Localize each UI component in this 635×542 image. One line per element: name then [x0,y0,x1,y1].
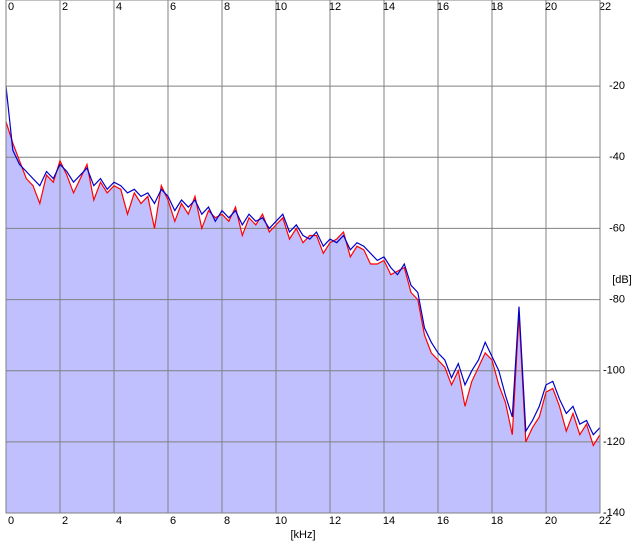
y-tick-label: -140 [603,507,625,519]
x-tick-label: 18 [491,1,503,13]
series-line [5,121,601,447]
x-tick-label: 0 [8,1,14,13]
x-tick-label: 16 [437,515,449,527]
x-tick-label: 12 [329,515,341,527]
x-tick-label: 8 [224,1,230,13]
y-tick-label: -40 [609,151,625,163]
x-tick-label: 12 [329,1,341,13]
x-tick-label: 4 [116,1,122,13]
x-tick-label: 22 [599,515,611,527]
x-tick-label: 18 [491,515,503,527]
x-tick-label: 4 [116,515,122,527]
x-tick-label: 0 [8,515,14,527]
x-tick-label: 10 [275,1,287,13]
x-axis-label: [kHz] [290,529,315,541]
plot-border [5,0,601,514]
y-axis-label: [dB] [612,274,632,286]
x-tick-label: 2 [62,1,68,13]
series-line [5,86,601,436]
x-tick-label: 2 [62,515,68,527]
y-tick-label: -100 [603,365,625,377]
x-tick-label: 20 [545,1,557,13]
x-tick-label: 14 [383,515,395,527]
y-tick-label: -20 [609,80,625,92]
x-tick-label: 6 [170,1,176,13]
x-tick-label: 14 [383,1,395,13]
x-tick-label: 6 [170,515,176,527]
y-tick-label: -60 [609,222,625,234]
y-tick-label: -80 [609,293,625,305]
area [6,121,600,513]
x-tick-label: 8 [224,515,230,527]
y-tick-label: -120 [603,436,625,448]
x-tick-label: 16 [437,1,449,13]
x-tick-label: 22 [599,1,611,13]
x-tick-label: 20 [545,515,557,527]
x-tick-label: 10 [275,515,287,527]
